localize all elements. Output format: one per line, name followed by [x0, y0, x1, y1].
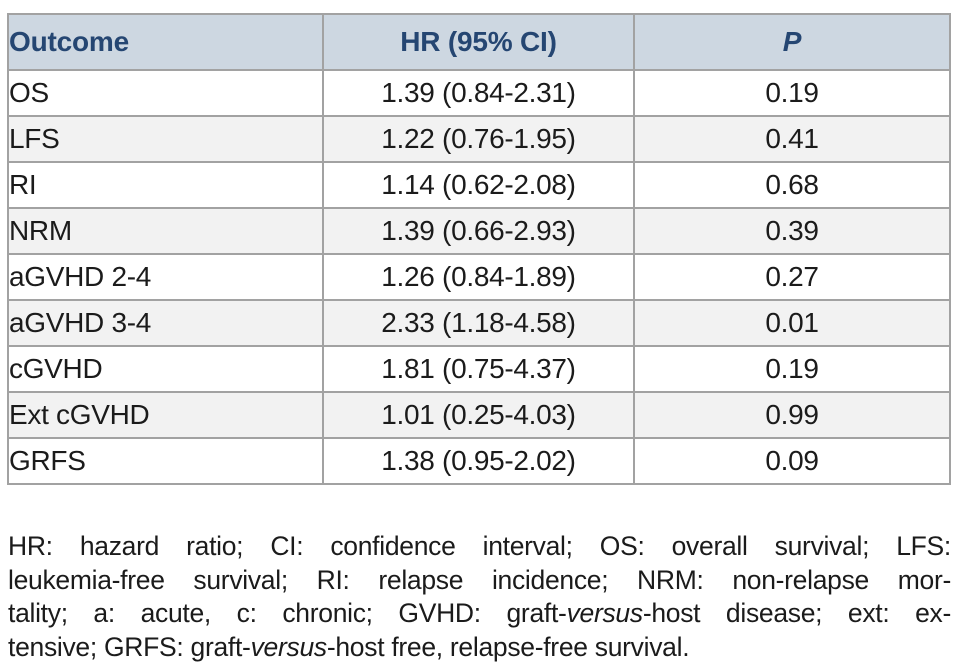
cell-hr: 1.39 (0.66-2.93) [322, 207, 635, 255]
footnote-segment: -host free, relapse-free survival. [326, 631, 690, 662]
footnote-line: HR: hazard ratio; CI: confidence interva… [8, 531, 951, 561]
table-row: OS 1.39 (0.84-2.31) 0.19 [7, 69, 951, 117]
table-header: Outcome HR (95% CI) P [7, 13, 951, 71]
footnote-line: tensive; GRFS: graft-versus-host free, r… [8, 631, 951, 665]
cell-hr: 1.38 (0.95-2.02) [322, 437, 635, 485]
table-row: Ext cGVHD 1.01 (0.25-4.03) 0.99 [7, 391, 951, 439]
footnote-line: tality; a: acute, c: chronic; GVHD: graf… [8, 597, 951, 631]
table-row: aGVHD 3-4 2.33 (1.18-4.58) 0.01 [7, 299, 951, 347]
outcomes-table: Outcome HR (95% CI) P OS 1.39 (0.84-2.31… [7, 13, 951, 485]
cell-hr: 1.26 (0.84-1.89) [322, 253, 635, 301]
cell-hr: 1.81 (0.75-4.37) [322, 345, 635, 393]
table-row: NRM 1.39 (0.66-2.93) 0.39 [7, 207, 951, 255]
header-hr-95ci: HR (95% CI) [322, 13, 635, 71]
table-row: LFS 1.22 (0.76-1.95) 0.41 [7, 115, 951, 163]
cell-p: 0.27 [633, 253, 951, 301]
footnote: HR: hazard ratio; CI: confidence interva… [8, 530, 951, 664]
cell-outcome: aGVHD 3-4 [7, 299, 324, 347]
cell-p: 0.19 [633, 69, 951, 117]
outcomes-table-container: Outcome HR (95% CI) P OS 1.39 (0.84-2.31… [7, 13, 951, 485]
table-row: GRFS 1.38 (0.95-2.02) 0.09 [7, 437, 951, 485]
cell-hr: 1.39 (0.84-2.31) [322, 69, 635, 117]
footnote-segment: -host disease; ext: ex- [642, 598, 951, 628]
footnote-segment-italic: versus [250, 631, 328, 662]
cell-outcome: LFS [7, 115, 324, 163]
cell-p: 0.09 [633, 437, 951, 485]
header-outcome: Outcome [7, 13, 324, 71]
cell-outcome: cGVHD [7, 345, 324, 393]
table-row: aGVHD 2-4 1.26 (0.84-1.89) 0.27 [7, 253, 951, 301]
cell-hr: 1.14 (0.62-2.08) [322, 161, 635, 209]
cell-p: 0.99 [633, 391, 951, 439]
header-p-value: P [633, 13, 951, 71]
table-body: OS 1.39 (0.84-2.31) 0.19 LFS 1.22 (0.76-… [7, 69, 951, 485]
cell-outcome: aGVHD 2-4 [7, 253, 324, 301]
footnote-line: leukemia-free survival; RI: relapse inci… [8, 564, 951, 595]
cell-hr: 2.33 (1.18-4.58) [322, 299, 635, 347]
cell-outcome: OS [7, 69, 324, 117]
cell-hr: 1.01 (0.25-4.03) [322, 391, 635, 439]
cell-outcome: NRM [7, 207, 324, 255]
cell-p: 0.39 [633, 207, 951, 255]
table-row: RI 1.14 (0.62-2.08) 0.68 [7, 161, 951, 209]
header-row: Outcome HR (95% CI) P [7, 13, 951, 71]
footnote-segment: tensive; GRFS: graft- [8, 631, 251, 662]
cell-outcome: GRFS [7, 437, 324, 485]
cell-outcome: Ext cGVHD [7, 391, 324, 439]
cell-p: 0.01 [633, 299, 951, 347]
cell-p: 0.19 [633, 345, 951, 393]
table-row: cGVHD 1.81 (0.75-4.37) 0.19 [7, 345, 951, 393]
cell-p: 0.41 [633, 115, 951, 163]
cell-p: 0.68 [633, 161, 951, 209]
cell-outcome: RI [7, 161, 324, 209]
cell-hr: 1.22 (0.76-1.95) [322, 115, 635, 163]
footnote-segment-italic: versus [566, 598, 644, 628]
footnote-segment: tality; a: acute, c: chronic; GVHD: graf… [8, 598, 567, 628]
